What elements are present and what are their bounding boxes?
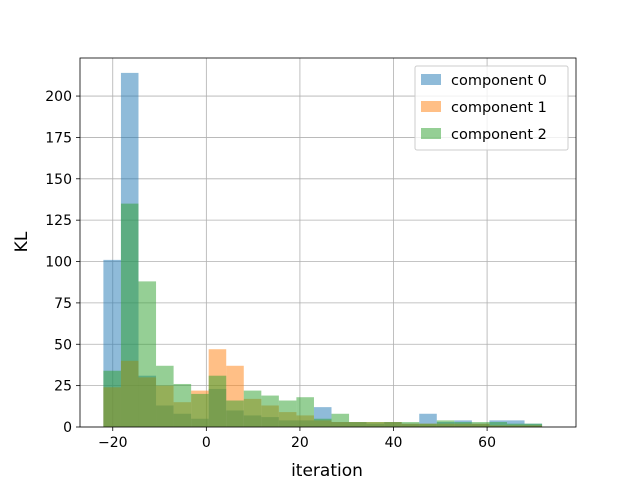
y-tick-label: 100 bbox=[45, 255, 72, 271]
histogram-bars bbox=[103, 72, 543, 427]
histogram-bar-series-2 bbox=[454, 422, 472, 427]
plot-frame bbox=[79, 57, 577, 428]
histogram-bar-series-2 bbox=[331, 413, 350, 427]
histogram-bar-series-2 bbox=[173, 383, 192, 427]
x-tick-label: −20 bbox=[98, 435, 128, 451]
histogram-bar-series-2 bbox=[436, 420, 455, 427]
histogram-bar-series-2 bbox=[349, 422, 367, 427]
histogram-bar-series-2 bbox=[243, 390, 262, 427]
histogram-bar-series-2 bbox=[278, 400, 297, 427]
legend-swatch-0 bbox=[421, 74, 441, 85]
histogram-bar-series-2 bbox=[226, 400, 244, 427]
histogram-bar-series-2 bbox=[208, 375, 227, 427]
histogram-bar-series-2 bbox=[524, 423, 543, 427]
y-tick-label: 125 bbox=[45, 213, 72, 229]
histogram-bar-series-2 bbox=[138, 281, 157, 427]
legend-label-2: component 2 bbox=[451, 127, 547, 143]
legend-swatch-2 bbox=[421, 128, 441, 139]
y-tick-label: 150 bbox=[45, 172, 72, 188]
legend-box bbox=[414, 65, 569, 151]
histogram-bar-series-2 bbox=[156, 365, 174, 427]
y-tick-label: 25 bbox=[54, 379, 72, 395]
histogram-bar-series-2 bbox=[191, 393, 209, 427]
x-tick-label: 20 bbox=[291, 435, 309, 451]
x-tick-label: 60 bbox=[478, 435, 496, 451]
x-tick-label: 40 bbox=[385, 435, 403, 451]
histogram-bar-series-2 bbox=[296, 397, 314, 427]
y-tick-label: 0 bbox=[63, 420, 72, 436]
axis-ticks: −20 0 20 40 60 0 25 50 75 100 125 150 175 200 bbox=[45, 89, 496, 451]
histogram-bar-series-2 bbox=[366, 422, 385, 427]
y-tick-label: 75 bbox=[54, 296, 72, 312]
histogram-bar-series-2 bbox=[419, 423, 437, 427]
x-axis-label: iteration bbox=[291, 461, 363, 480]
histogram-bar-series-2 bbox=[489, 422, 507, 427]
y-tick-label: 50 bbox=[54, 337, 72, 353]
histogram-bar-series-2 bbox=[313, 418, 332, 427]
x-tick-label: 0 bbox=[202, 435, 211, 451]
axes-frame bbox=[79, 57, 577, 428]
histogram-bar-series-2 bbox=[261, 395, 279, 427]
histogram-bar-series-2 bbox=[120, 203, 139, 427]
histogram-bar-series-2 bbox=[401, 422, 420, 427]
histogram-bar-series-2 bbox=[506, 423, 525, 427]
y-tick-label: 200 bbox=[45, 89, 72, 105]
histogram-bar-series-2 bbox=[103, 370, 121, 427]
legend: component 0 component 1 component 2 bbox=[414, 65, 569, 151]
y-tick-label: 175 bbox=[45, 130, 72, 146]
legend-label-1: component 1 bbox=[451, 100, 547, 116]
histogram-bar-series-2 bbox=[471, 422, 490, 427]
legend-label-0: component 0 bbox=[451, 73, 547, 89]
y-axis-label: KL bbox=[12, 231, 32, 252]
histogram-bar-series-2 bbox=[384, 422, 402, 427]
legend-swatch-1 bbox=[421, 101, 441, 112]
